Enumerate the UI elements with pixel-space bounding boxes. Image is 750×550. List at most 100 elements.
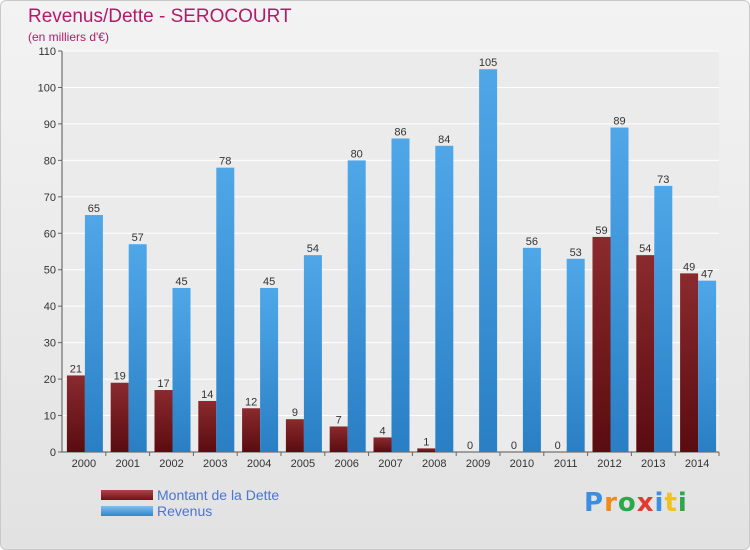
x-tick-label: 2000 xyxy=(72,458,96,470)
y-tick-label: 40 xyxy=(44,301,56,313)
logo-letter: o xyxy=(617,488,637,518)
x-tick-label: 2005 xyxy=(291,458,315,470)
data-label-revenus: 80 xyxy=(351,148,363,160)
bar-dette xyxy=(242,408,261,452)
data-label-revenus: 86 xyxy=(394,126,406,138)
bar-revenus xyxy=(435,145,454,453)
data-label-revenus: 57 xyxy=(132,232,144,244)
bar-revenus xyxy=(172,287,191,452)
data-label-revenus: 89 xyxy=(613,116,625,128)
bar-revenus xyxy=(698,280,717,452)
legend-label-revenus: Revenus xyxy=(157,503,213,519)
bar-dette xyxy=(198,400,217,452)
data-label-revenus: 45 xyxy=(175,276,187,288)
bar-dette xyxy=(110,382,129,452)
data-label-dette: 1 xyxy=(423,436,429,448)
bar-revenus xyxy=(260,287,279,452)
data-label-revenus: 53 xyxy=(570,247,582,259)
y-tick-label: 110 xyxy=(38,46,56,58)
data-label-dette: 59 xyxy=(595,225,607,237)
y-tick-label: 70 xyxy=(44,192,56,204)
y-tick-label: 100 xyxy=(38,82,56,94)
chart-subtitle: (en milliers d'€) xyxy=(28,30,109,44)
data-label-dette: 12 xyxy=(245,396,257,408)
bar-dette xyxy=(154,390,173,452)
data-label-dette: 19 xyxy=(114,371,126,383)
data-label-dette: 7 xyxy=(336,414,342,426)
y-tick-label: 50 xyxy=(44,265,56,277)
logo-letter: P xyxy=(584,488,605,518)
data-label-revenus: 73 xyxy=(657,174,669,186)
bar-chart: 0102030405060708090100110216520001957200… xyxy=(38,46,720,470)
logo-letter: x xyxy=(636,488,655,518)
y-tick-label: 30 xyxy=(44,338,56,350)
data-label-dette: 0 xyxy=(555,440,561,452)
logo-letter: t xyxy=(664,488,678,518)
data-label-dette: 49 xyxy=(683,261,695,273)
data-label-revenus: 105 xyxy=(479,57,497,69)
bar-dette xyxy=(680,273,699,452)
bar-revenus xyxy=(84,215,103,452)
x-tick-label: 2006 xyxy=(334,458,358,470)
data-label-revenus: 56 xyxy=(526,236,538,248)
y-tick-label: 60 xyxy=(44,228,56,240)
bar-revenus xyxy=(391,138,410,452)
y-tick-label: 90 xyxy=(44,119,56,131)
x-tick-label: 2001 xyxy=(115,458,139,470)
bar-revenus xyxy=(566,258,585,452)
bar-dette xyxy=(417,448,436,452)
y-tick-label: 80 xyxy=(44,155,56,167)
legend-swatch-dette xyxy=(101,490,153,500)
x-tick-label: 2010 xyxy=(510,458,534,470)
x-tick-label: 2008 xyxy=(422,458,446,470)
data-label-dette: 0 xyxy=(467,440,473,452)
x-tick-label: 2011 xyxy=(554,458,578,470)
x-tick-label: 2014 xyxy=(685,458,709,470)
bar-dette xyxy=(592,236,611,452)
data-label-dette: 4 xyxy=(379,425,385,437)
bar-revenus xyxy=(522,247,541,452)
bar-dette xyxy=(636,255,655,452)
bar-revenus xyxy=(610,127,629,453)
x-tick-label: 2002 xyxy=(159,458,183,470)
x-tick-label: 2004 xyxy=(247,458,271,470)
x-tick-label: 2012 xyxy=(597,458,621,470)
bar-revenus xyxy=(479,69,498,453)
data-label-dette: 17 xyxy=(157,378,169,390)
bar-dette xyxy=(66,375,85,452)
data-label-revenus: 78 xyxy=(219,156,231,168)
data-label-dette: 54 xyxy=(639,243,651,255)
data-label-dette: 21 xyxy=(70,363,82,375)
legend-label-dette: Montant de la Dette xyxy=(157,487,280,503)
chart-title: Revenus/Dette - SEROCOURT xyxy=(28,6,292,27)
bar-revenus xyxy=(216,167,235,452)
x-tick-label: 2007 xyxy=(378,458,402,470)
bar-revenus xyxy=(347,160,366,452)
data-label-revenus: 84 xyxy=(438,134,450,146)
bar-dette xyxy=(329,426,348,452)
data-label-revenus: 65 xyxy=(88,203,100,215)
y-tick-label: 10 xyxy=(44,411,56,423)
data-label-revenus: 47 xyxy=(701,269,713,281)
data-label-dette: 9 xyxy=(292,407,298,419)
bar-revenus xyxy=(128,244,147,452)
y-tick-label: 0 xyxy=(50,447,56,459)
bar-dette xyxy=(373,437,392,452)
proxiti-logo: Proxiti xyxy=(584,488,688,518)
x-tick-label: 2013 xyxy=(641,458,665,470)
x-tick-label: 2003 xyxy=(203,458,227,470)
bar-revenus xyxy=(654,185,673,452)
x-tick-label: 2009 xyxy=(466,458,490,470)
data-label-revenus: 54 xyxy=(307,243,319,255)
bar-revenus xyxy=(303,255,322,452)
data-label-dette: 0 xyxy=(511,440,517,452)
logo-letter: r xyxy=(604,488,618,518)
data-label-revenus: 45 xyxy=(263,276,275,288)
y-tick-label: 20 xyxy=(44,374,56,386)
data-label-dette: 14 xyxy=(201,389,213,401)
logo-letter: i xyxy=(677,488,688,518)
bar-dette xyxy=(285,419,304,452)
legend-swatch-revenus xyxy=(101,506,153,516)
logo-letter: i xyxy=(654,488,665,518)
